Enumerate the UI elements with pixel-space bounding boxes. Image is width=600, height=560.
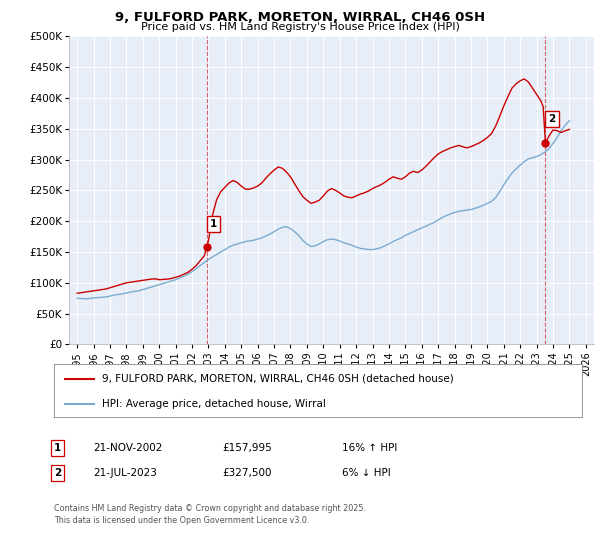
Text: £327,500: £327,500 xyxy=(222,468,271,478)
Text: Price paid vs. HM Land Registry's House Price Index (HPI): Price paid vs. HM Land Registry's House … xyxy=(140,22,460,32)
Text: 9, FULFORD PARK, MORETON, WIRRAL, CH46 0SH: 9, FULFORD PARK, MORETON, WIRRAL, CH46 0… xyxy=(115,11,485,24)
Text: 1: 1 xyxy=(54,443,61,453)
Text: 2: 2 xyxy=(548,114,556,124)
Text: £157,995: £157,995 xyxy=(222,443,272,453)
Text: 21-JUL-2023: 21-JUL-2023 xyxy=(93,468,157,478)
Text: 21-NOV-2002: 21-NOV-2002 xyxy=(93,443,163,453)
Text: 9, FULFORD PARK, MORETON, WIRRAL, CH46 0SH (detached house): 9, FULFORD PARK, MORETON, WIRRAL, CH46 0… xyxy=(101,374,453,384)
Text: 6% ↓ HPI: 6% ↓ HPI xyxy=(342,468,391,478)
Text: Contains HM Land Registry data © Crown copyright and database right 2025.
This d: Contains HM Land Registry data © Crown c… xyxy=(54,504,366,525)
Text: 2: 2 xyxy=(54,468,61,478)
Text: 1: 1 xyxy=(209,218,217,228)
Text: 16% ↑ HPI: 16% ↑ HPI xyxy=(342,443,397,453)
Text: HPI: Average price, detached house, Wirral: HPI: Average price, detached house, Wirr… xyxy=(101,399,325,409)
